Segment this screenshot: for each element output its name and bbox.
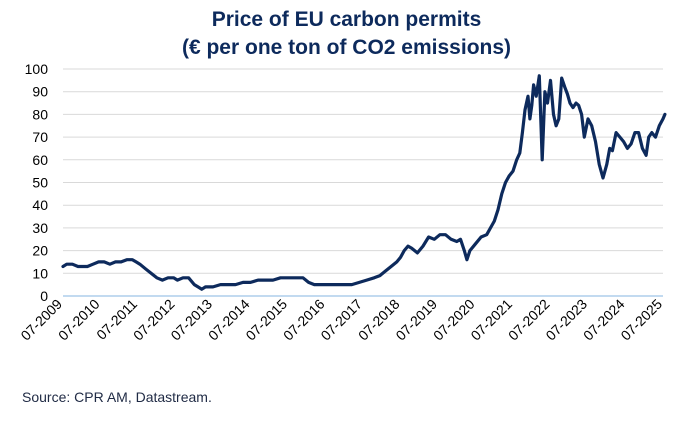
series-line-eu-carbon-price	[61, 74, 667, 291]
source-note: Source: CPR AM, Datastream.	[22, 389, 212, 405]
y-tick-label: 60	[32, 152, 48, 168]
y-axis-tick-labels: 0 10 20 30 40 50 60 70 80 90 100	[25, 61, 49, 304]
y-tick-label: 0	[40, 288, 48, 304]
chart-title: Price of EU carbon permits (€ per one to…	[0, 6, 693, 62]
y-tick-label: 30	[32, 220, 48, 236]
chart-title-line-2: (€ per one ton of CO2 emissions)	[181, 36, 512, 59]
y-tick-label: 80	[32, 106, 48, 122]
y-tick-label: 10	[32, 265, 48, 281]
y-tick-label: 100	[25, 61, 49, 77]
x-tick-label: 07-2010	[55, 296, 103, 344]
y-tick-label: 70	[32, 129, 48, 145]
series-layer	[61, 74, 667, 291]
y-tick-label: 20	[32, 243, 48, 259]
y-tick-label: 50	[32, 175, 48, 191]
chart-title-line-1: Price of EU carbon permits	[211, 8, 482, 31]
y-tick-label: 90	[32, 84, 48, 100]
y-tick-label: 40	[32, 197, 48, 213]
x-tick-label: 07-2025	[617, 296, 665, 344]
gridlines	[63, 68, 663, 297]
x-axis-tick-labels: 07-200907-201007-201107-201207-201307-20…	[17, 296, 665, 344]
